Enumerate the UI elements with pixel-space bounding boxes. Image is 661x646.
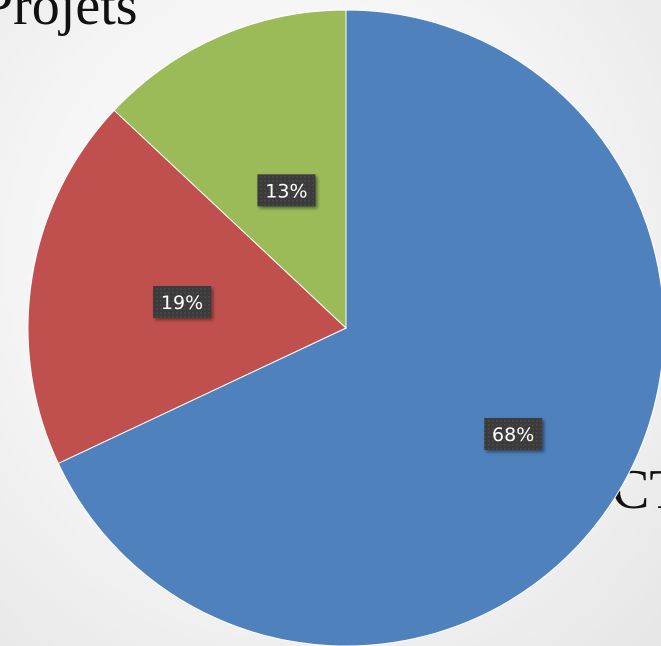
pie-slice-3 — [113, 9, 347, 330]
data-label-box — [484, 418, 543, 451]
background-title-fragment: Projets — [0, 0, 138, 37]
data-label-text: 19% — [161, 292, 203, 314]
pie-slice-1 — [57, 9, 661, 646]
data-label-1: 68% — [484, 418, 543, 451]
data-label-box — [153, 286, 212, 319]
data-label-3: 13% — [257, 174, 316, 207]
data-label-text: 68% — [492, 424, 534, 446]
data-label-box — [257, 174, 316, 207]
data-label-2: 19% — [153, 286, 212, 319]
data-label-text: 13% — [265, 180, 307, 202]
